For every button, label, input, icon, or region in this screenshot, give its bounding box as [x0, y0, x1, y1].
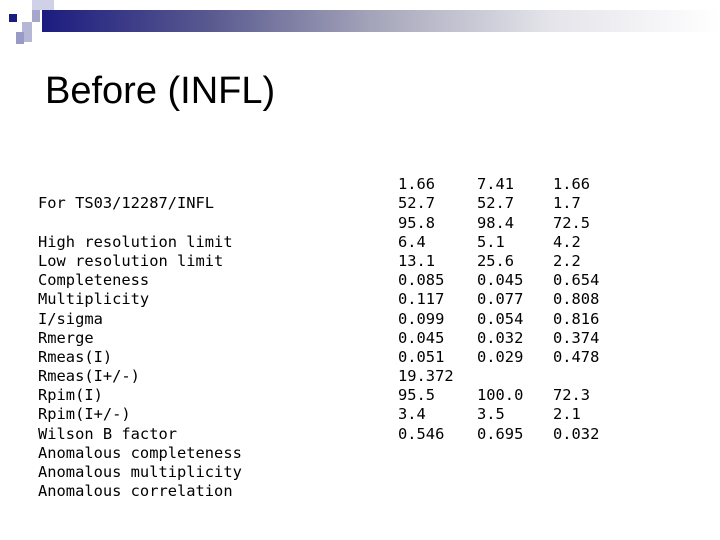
values-column-1: 1.66 52.7 95.8 6.4 13.1 0.085 0.117 0.099 0.045 0…: [398, 156, 454, 444]
row-value: 1.7: [553, 194, 581, 213]
row-value: 95.8: [398, 213, 436, 232]
row-label: Rmerge: [38, 328, 94, 347]
row-value: 0.808: [553, 290, 600, 309]
row-value: [477, 367, 523, 386]
row-value: [553, 367, 599, 386]
row-value: 0.374: [553, 328, 600, 347]
row-value: 72.5: [553, 213, 591, 232]
row-label: Multiplicity: [38, 290, 150, 309]
row-label: Low resolution limit: [38, 251, 224, 270]
row-value: 13.1: [398, 251, 436, 270]
header-gradient-bar: [42, 10, 720, 32]
row-value: 52.7: [398, 194, 436, 213]
row-value: 2.2: [553, 251, 581, 270]
row-label: Completeness: [38, 271, 150, 290]
row-value: 0.029: [477, 347, 524, 366]
row-label: I/sigma: [38, 309, 103, 328]
row-label: Rmeas(I): [38, 347, 113, 366]
table-header: For TS03/12287/INFL: [38, 194, 215, 213]
row-label: Anomalous multiplicity: [38, 463, 242, 482]
decor-square-mid: [22, 22, 32, 42]
row-value: 0.099: [398, 309, 445, 328]
row-value: 7.41: [477, 175, 515, 194]
row-value: 0.051: [398, 347, 445, 366]
row-value: 1.66: [553, 175, 591, 194]
row-value: 0.077: [477, 290, 524, 309]
decor-square-mid3: [16, 32, 24, 44]
row-value: 0.045: [477, 271, 524, 290]
row-value: 4.2: [553, 232, 581, 251]
row-value: 1.66: [398, 175, 436, 194]
labels-column: For TS03/12287/INFL High resolution limi…: [38, 156, 242, 501]
row-value: 3.4: [398, 405, 426, 424]
slide-title: Before (INFL): [45, 70, 276, 112]
row-label: Rpim(I+/-): [38, 405, 131, 424]
row-value: 100.0: [477, 386, 524, 405]
row-label: Anomalous correlation: [38, 482, 233, 501]
decor-square-mid2: [32, 10, 40, 22]
row-value: 0.085: [398, 271, 445, 290]
row-value: 2.1: [553, 405, 581, 424]
row-value: 0.546: [398, 424, 445, 443]
row-label: Wilson B factor: [38, 424, 177, 443]
row-value: 0.478: [553, 347, 600, 366]
row-value: 0.695: [477, 424, 524, 443]
row-value: 0.654: [553, 271, 600, 290]
decor-square-dark: [9, 14, 17, 22]
row-value: 72.3: [553, 386, 591, 405]
row-value: 19.372: [398, 367, 454, 386]
row-value: 0.117: [398, 290, 445, 309]
row-value: 98.4: [477, 213, 515, 232]
row-value: 95.5: [398, 386, 436, 405]
row-value: 0.032: [553, 424, 600, 443]
row-value: 25.6: [477, 251, 515, 270]
row-value: 3.5: [477, 405, 505, 424]
row-value: 0.054: [477, 309, 524, 328]
row-label: Anomalous completeness: [38, 443, 242, 462]
values-column-3: 1.66 1.7 72.5 4.2 2.2 0.654 0.808 0.816 0.374 0.4…: [553, 156, 599, 444]
row-label: Rmeas(I+/-): [38, 367, 140, 386]
row-value: 0.816: [553, 309, 600, 328]
values-column-2: 7.41 52.7 98.4 5.1 25.6 0.045 0.077 0.054 0.032 0…: [477, 156, 523, 444]
decor-square-light: [32, 0, 54, 10]
row-value: 0.032: [477, 328, 524, 347]
row-label: Rpim(I): [38, 386, 103, 405]
row-label: High resolution limit: [38, 232, 233, 251]
row-value: 0.045: [398, 328, 445, 347]
row-value: 52.7: [477, 194, 515, 213]
row-value: 6.4: [398, 232, 426, 251]
row-value: 5.1: [477, 232, 505, 251]
